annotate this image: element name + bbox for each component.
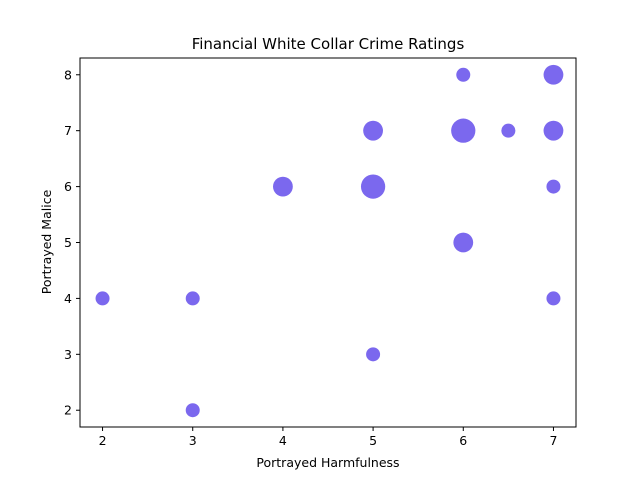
- y-tick-label: 7: [64, 123, 72, 138]
- data-point: [451, 118, 476, 143]
- y-tick-label: 4: [64, 291, 72, 306]
- data-point: [543, 64, 564, 85]
- y-tick-label: 2: [64, 403, 72, 418]
- data-point: [360, 174, 386, 199]
- data-point: [273, 176, 293, 197]
- data-point: [185, 403, 200, 418]
- y-tick-label: 8: [64, 67, 72, 82]
- y-axis-ticks: 2 3 4 5 6 7 8: [64, 67, 80, 418]
- x-tick-label: 4: [279, 433, 287, 448]
- data-point: [185, 291, 200, 306]
- x-axis-label: Portrayed Harmfulness: [256, 455, 399, 470]
- data-point: [456, 67, 471, 82]
- y-tick-label: 3: [64, 347, 72, 362]
- x-tick-label: 5: [369, 433, 377, 448]
- data-point: [366, 347, 381, 362]
- data-point: [501, 123, 516, 138]
- x-tick-label: 6: [459, 433, 467, 448]
- plot-area: [79, 57, 577, 428]
- y-tick-label: 6: [64, 179, 72, 194]
- data-point: [546, 291, 561, 306]
- chart-title: Financial White Collar Crime Ratings: [192, 35, 465, 53]
- data-point: [543, 120, 564, 141]
- y-tick-label: 5: [64, 235, 72, 250]
- x-tick-label: 2: [99, 433, 107, 448]
- data-point: [95, 291, 110, 306]
- data-points: [95, 64, 564, 418]
- data-point: [363, 120, 383, 141]
- x-tick-label: 3: [189, 433, 197, 448]
- data-point: [453, 232, 474, 253]
- x-axis-ticks: 2 3 4 5 6 7: [99, 427, 557, 448]
- x-tick-label: 7: [549, 433, 557, 448]
- data-point: [546, 179, 561, 194]
- y-axis-label: Portrayed Malice: [39, 189, 54, 294]
